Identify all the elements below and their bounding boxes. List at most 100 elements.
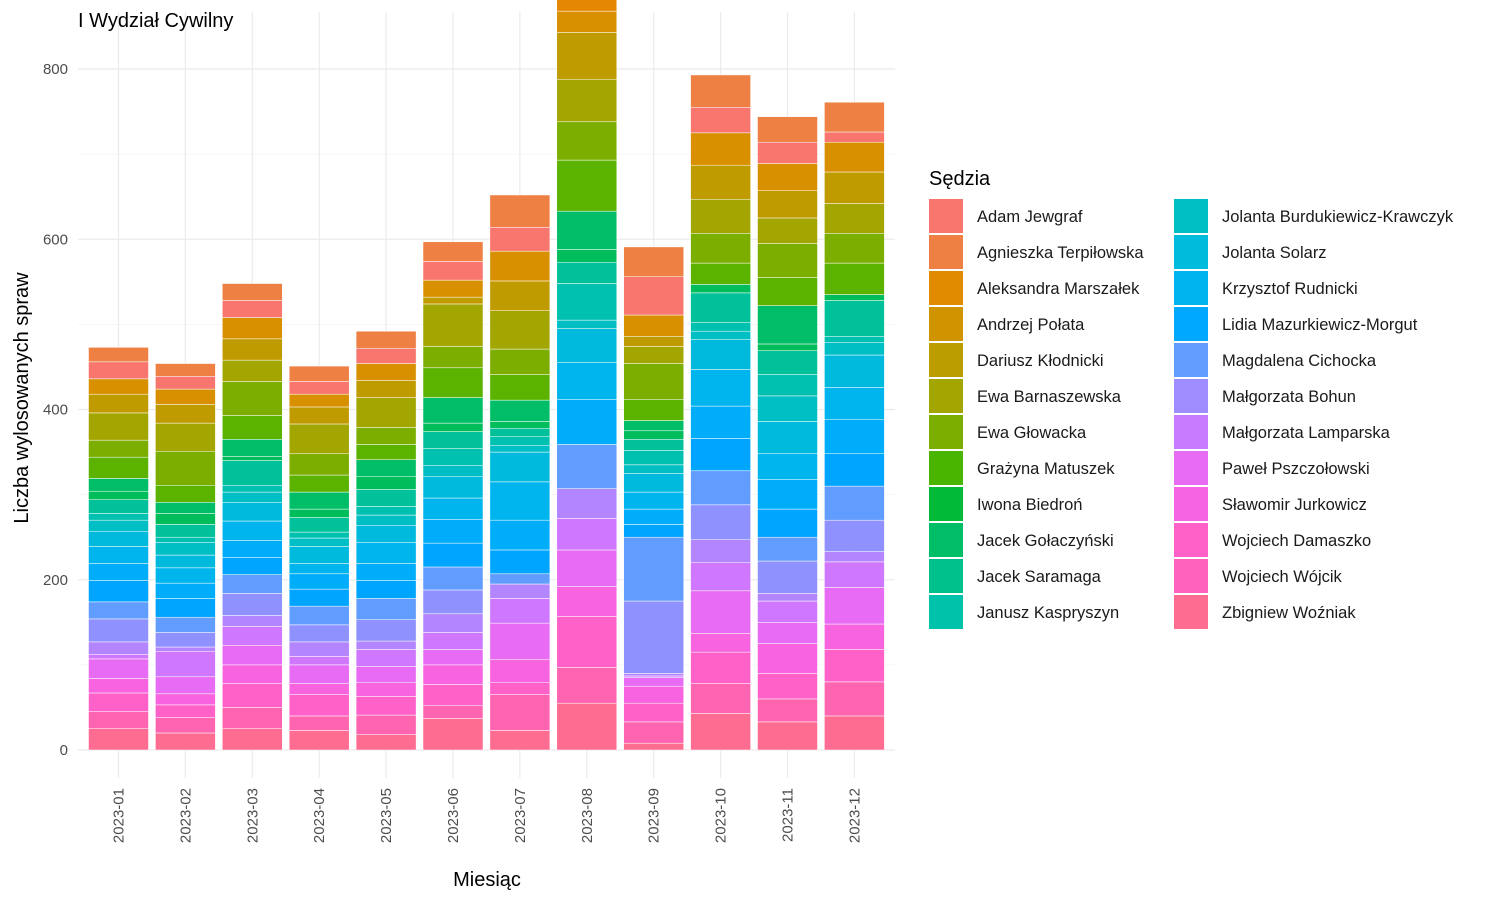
x-tick-label: 2023-05 [378,788,395,843]
y-tick-label: 400 [43,402,68,419]
bar-segment [88,530,149,547]
bar-segment [556,399,618,445]
bar-segment [690,262,751,285]
x-tick-label: 2023-04 [311,788,328,843]
bar-segment [757,508,818,538]
bar-segment [88,499,149,514]
bar-segment [623,721,684,744]
bar-segment [88,678,149,694]
bar-segment [623,399,684,421]
bar-segment [824,649,885,683]
bar-segment [757,395,818,422]
bar-segment [757,141,818,164]
bar-segment [288,605,350,626]
legend-label: Jacek Saramaga [977,568,1102,586]
bar-segment [757,243,818,278]
bar-segment [623,685,684,704]
bar-segment [422,589,484,615]
bar-segment [88,361,149,380]
bar-segment [556,444,618,489]
bar-segment [288,393,350,408]
bar-segment [824,623,885,650]
bar-segment [422,613,484,633]
legend-label: Agnieszka Terpiłowska [977,244,1144,262]
bar-segment [222,615,283,627]
bar-segment [757,305,818,345]
bar-segment [288,694,350,717]
legend-key [929,595,963,629]
bar-segment [623,524,684,538]
bar-segment [489,682,551,695]
bar-segment [757,536,818,562]
bar-segment [155,450,216,486]
bar-segment [155,693,216,706]
bar-segment [155,542,216,556]
bar-segment [824,336,885,343]
bar-segment [288,537,350,547]
bar-segment [556,667,618,704]
bar-segment [556,586,618,617]
legend-key [929,415,963,449]
bar-segment [422,431,484,449]
bar-segment [824,294,885,301]
bar-segment [155,598,216,618]
x-tick-label: 2023-06 [445,788,462,843]
bar-segment [88,478,149,492]
bar-segment [155,651,216,678]
bar-segment [355,514,417,526]
bar-segment [757,721,818,751]
bar-segment [623,508,684,525]
bar-segment [155,646,216,652]
bar-segment [222,557,283,575]
bar-segment [422,566,484,591]
bar-segment [690,651,751,684]
bar-segment [288,641,350,657]
bar-segment [489,598,551,624]
bar-segment [489,399,551,422]
legend-key [1174,415,1208,449]
bar-segment [288,531,350,539]
legend-key [929,487,963,521]
bar-segment [757,600,818,623]
legend-key [1174,343,1208,377]
bar-segment [422,632,484,650]
legend-label: Iwona Biedroń [977,496,1083,514]
bar-segment [489,310,551,350]
bar-segment [422,397,484,424]
legend-label: Krzysztof Rudnicki [1222,280,1358,298]
bar-segment [489,583,551,599]
bar-segment [757,698,818,723]
bar-segment [288,508,350,518]
bar-segment [155,632,216,648]
bar-segment [757,643,818,674]
bar-segment [556,121,618,161]
bar-segment [757,421,818,455]
bar-segment [690,107,751,134]
bar-segment [489,445,551,453]
bar-segment [489,451,551,483]
bar-segment [489,730,551,751]
bar-segment [757,277,818,306]
bar-segment [623,702,684,723]
x-tick-label: 2023-02 [177,788,194,843]
legend-label: Ewa Barnaszewska [977,388,1122,406]
y-tick-label: 600 [43,231,68,248]
bar-segment [690,292,751,323]
bar-segment [824,233,885,264]
bar-segment [690,683,751,714]
bar-segment [288,683,350,695]
bar-segment [824,419,885,455]
bar-segment [757,374,818,397]
x-tick-label: 2023-01 [111,788,128,843]
bar-segment [690,562,751,592]
bar-segment [489,250,551,282]
legend-label: Lidia Mazurkiewicz-Morgut [1222,316,1418,334]
legend-key [1174,199,1208,233]
legend-key [1174,271,1208,305]
bar-segment [824,551,885,563]
legend-key [1174,487,1208,521]
bar-segment [355,619,417,642]
x-axis-title: Miesiąc [453,869,521,891]
bar-segment [489,280,551,312]
